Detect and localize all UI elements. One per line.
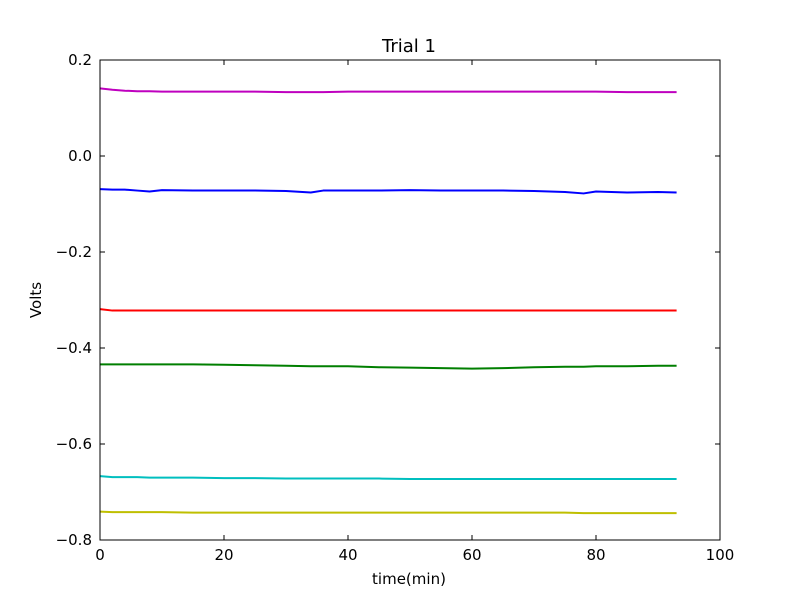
x-tick-label: 80 <box>586 546 605 564</box>
series-line-1 <box>99 87 677 94</box>
series-line-4 <box>100 363 677 370</box>
x-tick-label: 40 <box>338 546 357 564</box>
series-line-2 <box>99 188 677 195</box>
x-tick-label: 60 <box>462 546 481 564</box>
series-line-3 <box>99 308 677 312</box>
y-tick-label: 0.0 <box>68 147 92 165</box>
y-tick-label: −0.2 <box>56 243 92 261</box>
y-tick-label: −0.6 <box>56 435 92 453</box>
x-axis-label: time(min) <box>372 570 446 588</box>
y-tick-label: −0.4 <box>56 339 92 357</box>
plot-area-frame <box>99 59 721 541</box>
series-line-5 <box>99 475 677 481</box>
x-tick-label: 0 <box>95 546 105 564</box>
series-line-6 <box>99 510 677 515</box>
x-tick-label: 20 <box>214 546 233 564</box>
chart-title: Trial 1 <box>381 36 436 57</box>
ticks-layer: 0 20 40 60 80 100 0.2 0.0 −0.2 −0.4 −0.6 −0.8 <box>56 51 735 564</box>
x-tick-label: 100 <box>706 546 735 564</box>
series-layer <box>99 87 677 515</box>
y-tick-label: 0.2 <box>68 51 92 69</box>
y-axis-label: Volts <box>27 282 45 318</box>
y-tick-label: −0.8 <box>56 531 92 549</box>
